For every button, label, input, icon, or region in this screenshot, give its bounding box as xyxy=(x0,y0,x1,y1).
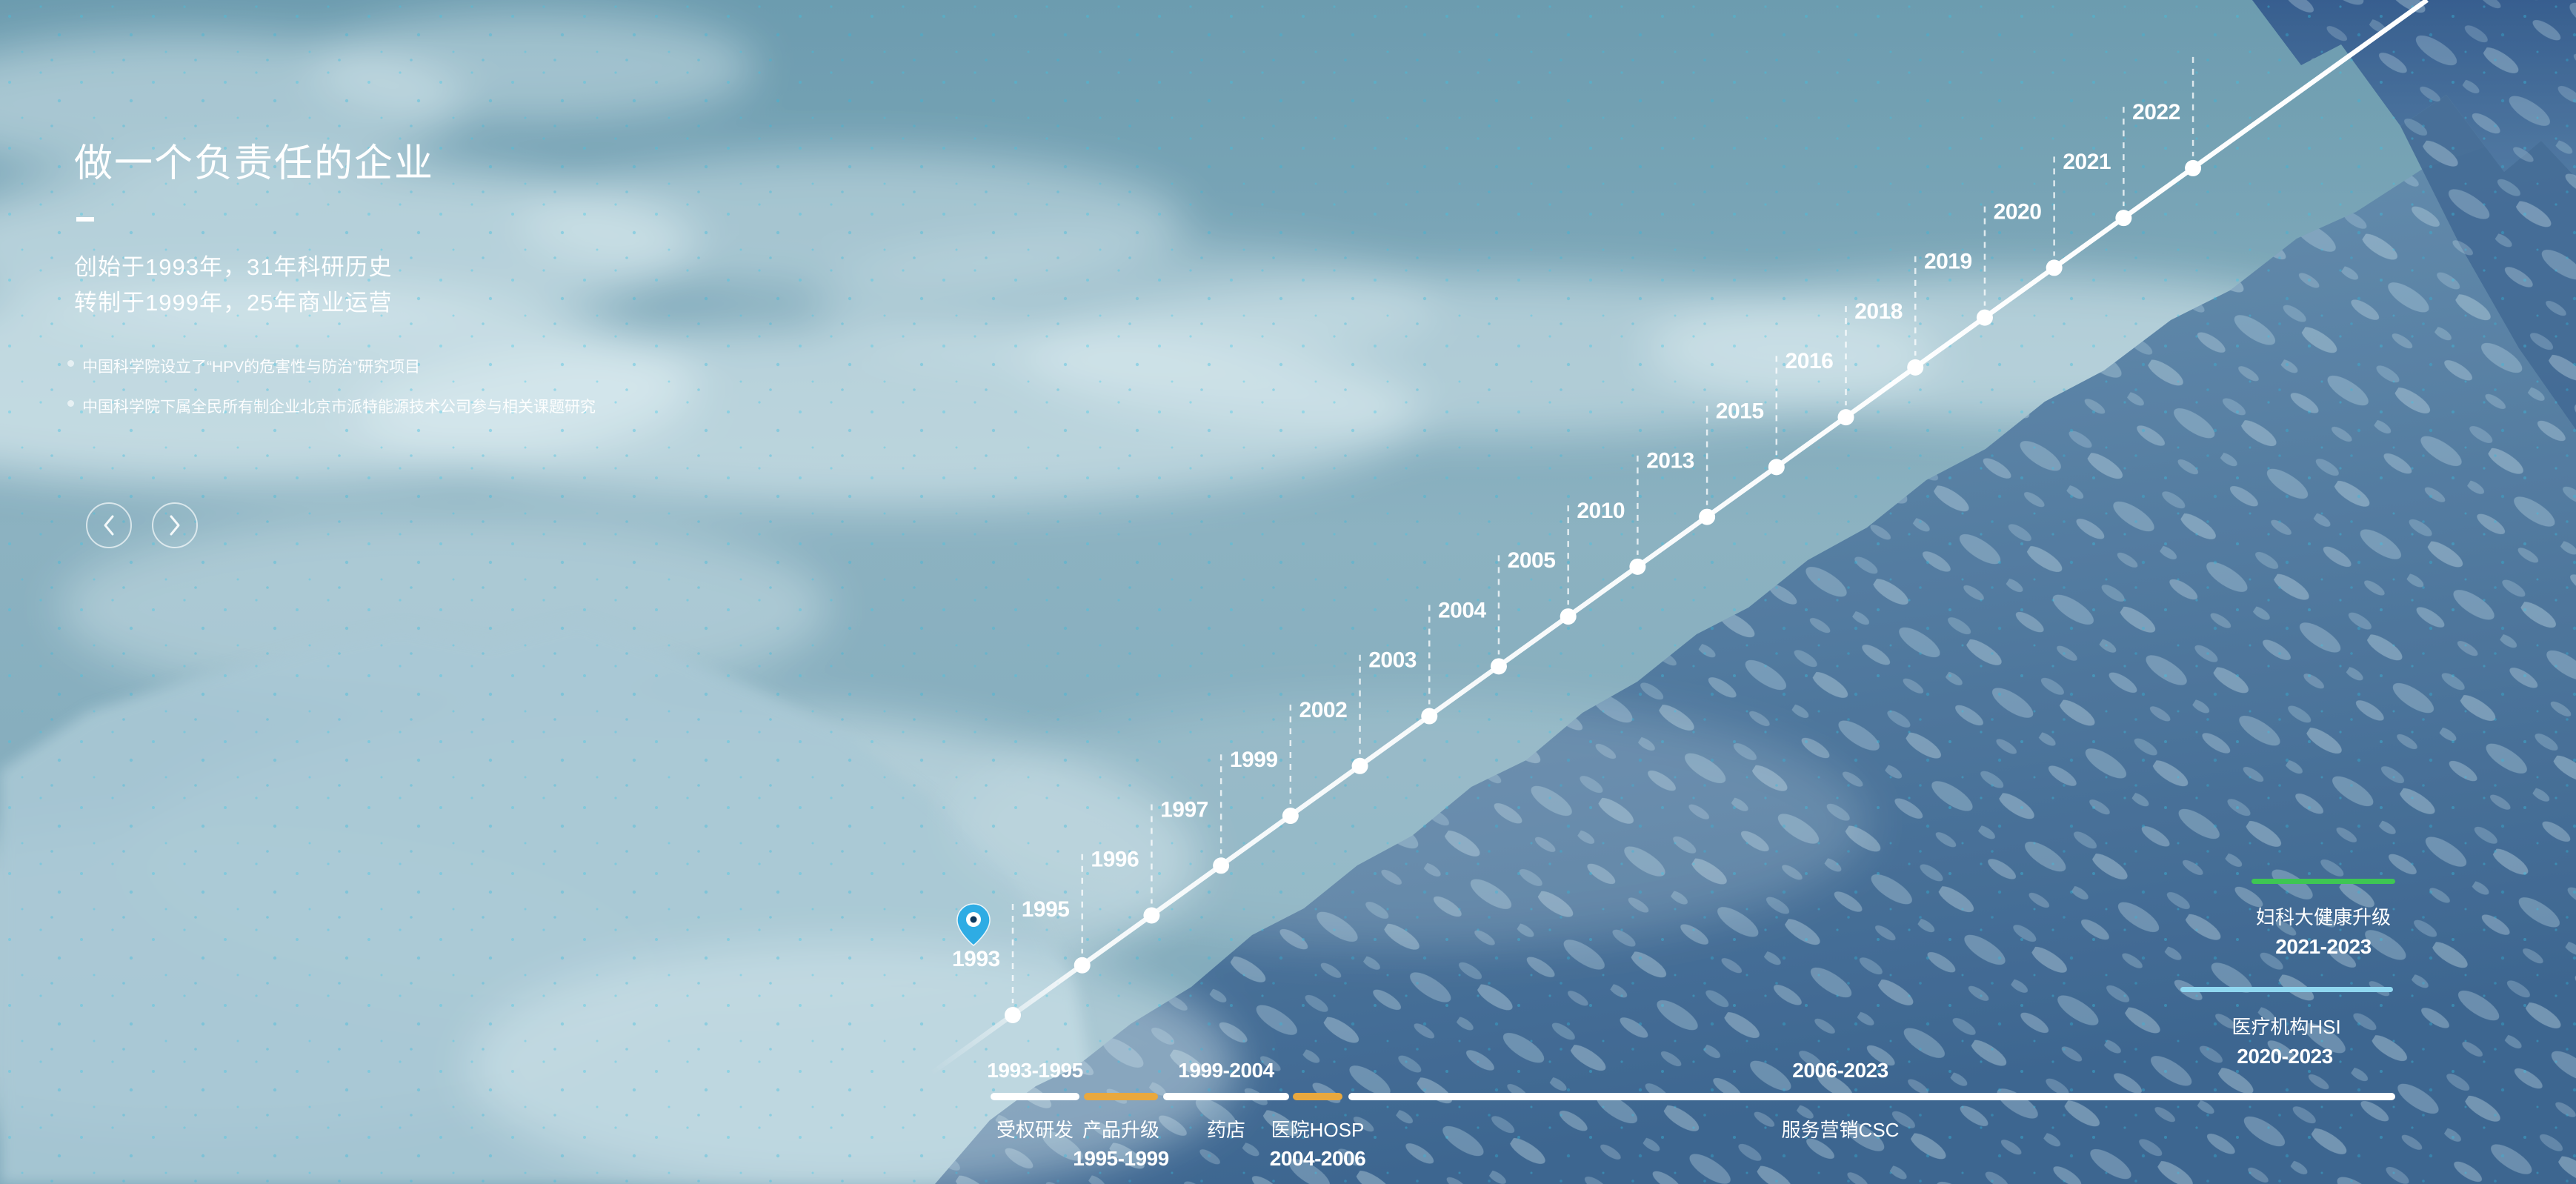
subtitle-line-2: 转制于1999年，25年商业运营 xyxy=(74,290,393,316)
timeline-year-label: 2018 xyxy=(1854,299,1903,324)
legend-cyan-bar xyxy=(2180,987,2393,992)
timeline-year-label: 1999 xyxy=(1230,748,1278,772)
carousel-next-button[interactable] xyxy=(152,502,198,548)
phase-name-label: 服务营销CSC xyxy=(1781,1119,1900,1141)
timeline-year-label: 2016 xyxy=(1785,349,1834,373)
timeline-year-label: 1997 xyxy=(1160,797,1208,822)
phase-segment-3 xyxy=(1163,1093,1289,1100)
legend-item-period: 2021-2023 xyxy=(2275,935,2372,958)
page-title: 做一个负责任的企业 xyxy=(74,142,435,185)
timeline-year-label: 2002 xyxy=(1299,698,1348,722)
timeline-dot-1995 xyxy=(1074,957,1091,974)
legend-item-label: 医疗机构HSI xyxy=(2231,1016,2341,1038)
timeline-dot-1996 xyxy=(1143,907,1160,924)
timeline-dot-2019 xyxy=(1976,309,1993,326)
timeline-dot-2013 xyxy=(1699,508,1716,525)
phase-segment-2 xyxy=(1084,1093,1158,1100)
timeline-dot-2002 xyxy=(1351,757,1368,774)
timeline-year-label: 2013 xyxy=(1646,449,1694,473)
timeline-year-label: 2015 xyxy=(1716,399,1764,423)
bullet-text-2: 中国科学院下属全民所有制企业北京市派特能源技术公司参与相关课题研究 xyxy=(82,399,596,416)
legend-item-period: 2020-2023 xyxy=(2237,1045,2333,1068)
phase-period-label: 2004-2006 xyxy=(1269,1147,1366,1170)
timeline-dot-2010 xyxy=(1629,558,1646,575)
hero-bullet-list: 中国科学院设立了“HPV的危害性与防治”研究项目 中国科学院下属全民所有制企业北… xyxy=(67,355,596,417)
bullet-dot-icon xyxy=(67,360,74,367)
list-item: 中国科学院设立了“HPV的危害性与防治”研究项目 xyxy=(67,355,596,377)
timeline-year-label: 2010 xyxy=(1577,499,1625,523)
bullet-text-1: 中国科学院设立了“HPV的危害性与防治”研究项目 xyxy=(82,359,421,376)
phase-name-label: 产品升级 xyxy=(1082,1119,1160,1141)
timeline-dot-2021 xyxy=(2115,210,2132,227)
timeline-diagonal-line xyxy=(928,0,2429,1077)
chevron-right-icon xyxy=(170,515,180,536)
phase-segment-1 xyxy=(991,1093,1079,1100)
phase-name-label: 医院HOSP xyxy=(1271,1119,1365,1141)
phase-segment-5 xyxy=(1348,1093,2395,1100)
timeline-dot-2015 xyxy=(1768,459,1785,476)
timeline-dot-2003 xyxy=(1421,708,1438,725)
hero-copy: 做一个负责任的企业 创始于1993年，31年科研历史 转制于1999年，25年商… xyxy=(67,132,596,435)
carousel-prev-button[interactable] xyxy=(86,502,132,548)
timeline-dot-2020 xyxy=(2046,259,2063,276)
timeline-dot-2005 xyxy=(1560,608,1577,625)
timeline-dot-2016 xyxy=(1837,409,1854,426)
timeline-dot-2022 xyxy=(2185,159,2202,176)
phase-period-label: 1995-1999 xyxy=(1073,1147,1169,1170)
phase-period-label: 1999-2004 xyxy=(1178,1059,1274,1082)
phase-segment-4 xyxy=(1293,1093,1342,1100)
timeline-dot-1993 xyxy=(1005,1007,1021,1023)
timeline-year-label: 2003 xyxy=(1368,648,1417,673)
timeline-dot-1997 xyxy=(1213,857,1230,874)
timeline-year-label: 2022 xyxy=(2132,100,2180,124)
chevron-left-icon xyxy=(104,515,114,536)
phase-name-label: 药店 xyxy=(1206,1119,1246,1141)
timeline-year-label: 2019 xyxy=(1924,250,1972,274)
timeline-year-label: 1996 xyxy=(1091,848,1139,872)
list-item: 中国科学院下属全民所有制企业北京市派特能源技术公司参与相关课题研究 xyxy=(67,395,596,417)
legend-item-label: 妇科大健康升级 xyxy=(2255,906,2392,928)
hero-subtitle: 创始于1993年，31年科研历史 转制于1999年，25年商业运营 xyxy=(74,250,596,321)
timeline-year-label: 2021 xyxy=(2063,150,2111,174)
timeline-year-label: 2004 xyxy=(1438,598,1487,622)
timeline-dot-2018 xyxy=(1907,359,1924,376)
legend-green-bar xyxy=(2251,879,2395,884)
timeline-year-label: 1993 xyxy=(952,947,1000,971)
phase-name-label: 受权研发 xyxy=(996,1119,1074,1141)
phase-period-label: 1993-1995 xyxy=(987,1059,1083,1082)
title-underline-dash xyxy=(76,217,94,222)
phase-period-label: 2006-2023 xyxy=(1792,1059,1888,1082)
timeline-year-label: 1995 xyxy=(1022,897,1070,922)
timeline-year-label: 2005 xyxy=(1508,548,1556,573)
timeline-year-label: 2020 xyxy=(1994,199,2042,224)
location-pin-icon xyxy=(956,903,991,946)
bullet-dot-icon xyxy=(67,400,74,407)
timeline-dot-2004 xyxy=(1490,658,1507,675)
subtitle-line-1: 创始于1993年，31年科研历史 xyxy=(74,254,393,280)
timeline-dot-1999 xyxy=(1282,808,1299,825)
